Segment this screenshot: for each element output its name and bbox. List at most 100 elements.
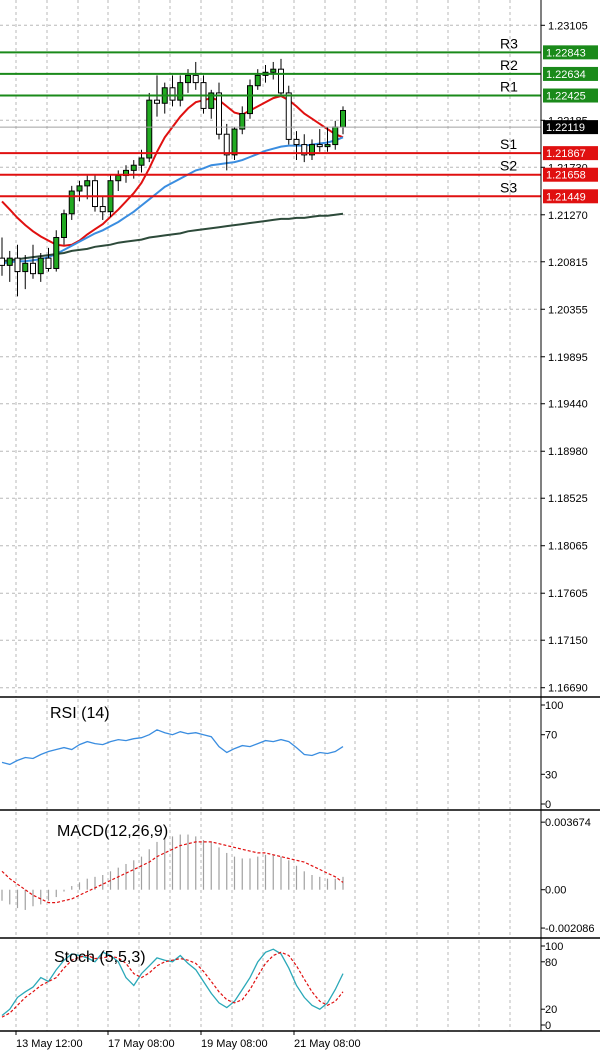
price-tick-label: 1.17605 — [548, 588, 588, 600]
moving-average-line — [1, 212, 344, 263]
rsi-title: RSI (14) — [50, 705, 110, 722]
rsi-tick-label: 30 — [545, 769, 557, 781]
stoch-tick-label: 100 — [545, 941, 563, 953]
level-price-badge — [543, 146, 598, 161]
candle — [30, 262, 36, 275]
candle — [301, 144, 308, 156]
candle — [216, 92, 222, 135]
candle — [130, 164, 137, 171]
level-price-badge — [543, 45, 598, 60]
moving-average-line — [1, 94, 344, 247]
stoch-main-line — [1, 948, 344, 1017]
level-name-label: R2 — [500, 57, 518, 73]
candle — [177, 82, 184, 101]
candle — [14, 257, 21, 273]
candle — [192, 74, 199, 84]
candle — [247, 85, 253, 115]
price-tick-label: 1.20815 — [548, 257, 588, 269]
price-tick-label: 1.19440 — [548, 399, 588, 411]
macd-panel: 0.003674 0.00 -0.002086 MACD(12,26,9) — [1, 817, 595, 935]
candle — [169, 87, 176, 101]
candle — [309, 144, 315, 156]
candle — [92, 180, 98, 208]
candle — [45, 257, 52, 269]
candle — [146, 99, 153, 159]
candle — [293, 138, 300, 146]
rsi-line — [1, 729, 344, 766]
stoch-tick-label: 20 — [545, 1004, 557, 1016]
candle — [285, 92, 292, 140]
candle — [37, 257, 44, 275]
moving-average-line — [1, 136, 344, 265]
price-tick-label: 1.16690 — [548, 683, 588, 695]
candle — [22, 262, 29, 273]
level-price-label: 1.21867 — [546, 148, 586, 160]
stoch-panel: 100 80 20 0 Stoch (5,5,3) — [1, 941, 563, 1032]
level-name-label: R3 — [500, 35, 518, 51]
candle — [6, 257, 13, 266]
candle — [340, 109, 346, 128]
stoch-tick-label: 0 — [545, 1020, 551, 1032]
rsi-tick-label: 70 — [545, 730, 557, 742]
candle — [316, 144, 323, 148]
candle — [99, 206, 106, 213]
stoch-tick-label: 80 — [545, 957, 557, 969]
candle — [231, 128, 238, 156]
level-price-label: 1.21449 — [546, 191, 586, 203]
candle — [68, 190, 75, 215]
stoch-title: Stoch (5,5,3) — [54, 949, 146, 966]
time-tick-label: 21 May 08:00 — [294, 1038, 361, 1050]
price-tick-label: 1.21270 — [548, 210, 588, 222]
level-price-badge — [543, 88, 598, 103]
candle — [61, 213, 67, 238]
level-name-label: R1 — [500, 79, 518, 95]
macd-signal-line — [1, 841, 344, 904]
level-name-label: S1 — [500, 136, 517, 152]
candle — [332, 126, 339, 146]
candle — [270, 68, 277, 73]
price-tick-label: 1.17150 — [548, 635, 588, 647]
price-tick-label: 1.18980 — [548, 446, 588, 458]
current-price-badge — [543, 120, 598, 135]
candle — [138, 157, 145, 166]
candle — [278, 68, 284, 94]
candle — [154, 99, 160, 104]
candle — [223, 133, 230, 156]
candle — [0, 257, 5, 266]
level-price-badge — [543, 167, 598, 182]
candle — [239, 113, 246, 130]
current-price-label: 1.22119 — [546, 122, 585, 134]
grid — [0, 0, 541, 1031]
rsi-panel: 100 70 30 0 RSI (14) — [1, 700, 563, 811]
candle — [324, 144, 331, 148]
time-tick-label: 19 May 08:00 — [201, 1038, 268, 1050]
rsi-tick-label: 0 — [545, 799, 551, 811]
level-name-label: S3 — [500, 179, 517, 195]
rsi-tick-label: 100 — [545, 700, 563, 712]
price-tick-label: 1.20355 — [548, 304, 588, 316]
level-price-label: 1.22634 — [546, 69, 586, 81]
level-price-label: 1.22843 — [546, 47, 586, 59]
candle — [185, 74, 191, 84]
time-tick-label: 13 May 12:00 — [16, 1038, 83, 1050]
price-tick-label: 1.23105 — [548, 20, 588, 32]
candle — [208, 92, 215, 109]
level-price-badge — [543, 189, 598, 204]
level-price-badge — [543, 66, 598, 81]
level-price-label: 1.22425 — [546, 91, 586, 103]
price-tick-label: 1.18525 — [548, 493, 588, 505]
macd-tick-label: 0.00 — [545, 885, 566, 897]
candle — [84, 180, 91, 187]
time-tick-label: 17 May 08:00 — [108, 1038, 175, 1050]
candle — [254, 74, 261, 87]
macd-tick-label: -0.002086 — [545, 923, 595, 935]
price-tick-label: 1.18065 — [548, 541, 588, 553]
level-price-label: 1.21658 — [546, 170, 586, 182]
stoch-signal-line — [1, 951, 344, 1018]
price-tick-label: 1.19895 — [548, 352, 588, 364]
level-name-label: S2 — [500, 158, 517, 174]
candle — [53, 236, 60, 269]
